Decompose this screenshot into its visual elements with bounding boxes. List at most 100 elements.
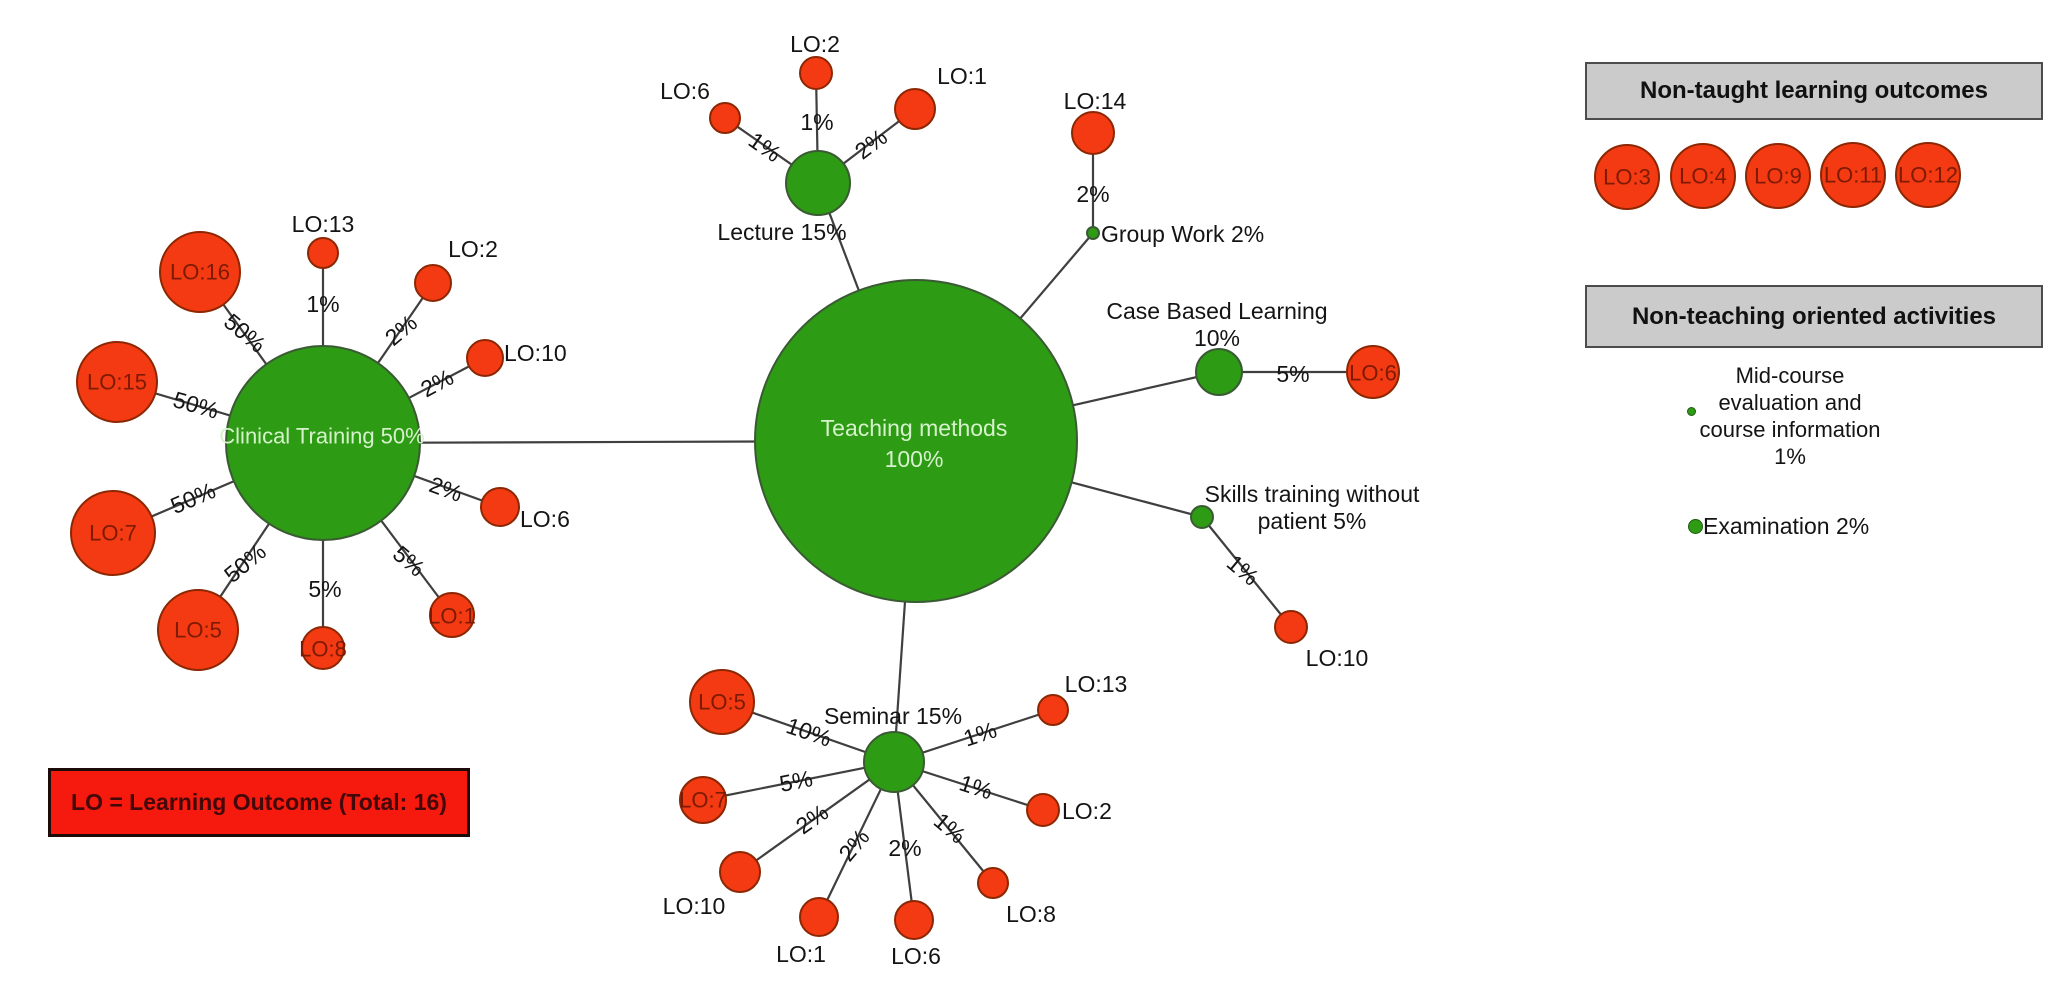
label-c_lo6: LO:6 bbox=[520, 506, 570, 532]
node-p_lo12-outcome-circle bbox=[1895, 142, 1961, 208]
edge-label-seminar-se_lo7: 5% bbox=[777, 765, 815, 797]
mid-course-line-3: course information bbox=[1699, 417, 1881, 442]
node-c_lo13-outcome-circle bbox=[307, 237, 339, 269]
node-cbl-method-circle bbox=[1195, 348, 1243, 396]
label-cbl-line-1: Case Based Learning bbox=[1106, 298, 1327, 324]
label-cb_lo6: LO:6 bbox=[1349, 361, 1397, 386]
label-skills-line-1: Skills training without bbox=[1205, 481, 1420, 507]
node-c_lo1-outcome-circle bbox=[429, 592, 475, 638]
label-se_lo6: LO:6 bbox=[891, 943, 941, 969]
label-se_lo10: LO:10 bbox=[663, 893, 726, 919]
edge-label-seminar-se_lo6: 2% bbox=[888, 835, 921, 861]
edge-label-lecture-l_lo2: 1% bbox=[800, 109, 833, 135]
non-teaching-activities-title: Non-teaching oriented activities bbox=[1631, 302, 1997, 330]
edge-label-clinical-c_lo15: 50% bbox=[170, 386, 221, 424]
edge-label-clinical-c_lo10: 2% bbox=[416, 364, 458, 403]
node-se_lo1-outcome-circle bbox=[799, 897, 839, 937]
label-lecture: Lecture 15% bbox=[717, 219, 846, 245]
node-se_lo13-outcome-circle bbox=[1037, 694, 1069, 726]
mid-course-dot-icon bbox=[1687, 407, 1696, 416]
label-c_lo15: LO:15 bbox=[87, 370, 147, 395]
edge-label-seminar-se_lo1: 2% bbox=[833, 824, 874, 866]
legend-label: LO = Learning Outcome (Total: 16) bbox=[71, 789, 447, 815]
mid-course-line-2: evaluation and bbox=[1718, 390, 1862, 415]
node-p_lo3-outcome-circle bbox=[1594, 144, 1660, 210]
label-clinical: Clinical Training 50% bbox=[219, 424, 424, 449]
node-lecture-method-circle bbox=[785, 150, 851, 216]
non-taught-outcomes-title: Non-taught learning outcomes bbox=[1640, 77, 1988, 104]
edge-seminar-se_lo7 bbox=[702, 760, 895, 802]
examination-dot-icon bbox=[1688, 519, 1703, 534]
node-c_lo15-outcome-circle bbox=[76, 341, 158, 423]
label-skills-line-2: patient 5% bbox=[1258, 508, 1367, 534]
label-p_lo9: LO:9 bbox=[1754, 164, 1802, 189]
node-c_lo2-outcome-circle bbox=[414, 264, 452, 302]
mid-course-line-4: 1% bbox=[1774, 444, 1806, 469]
node-cb_lo6-outcome-circle bbox=[1346, 345, 1400, 399]
label-teaching-line-1: Teaching methods bbox=[821, 415, 1008, 441]
node-se_lo10-outcome-circle bbox=[719, 851, 761, 893]
label-p_lo3: LO:3 bbox=[1603, 165, 1651, 190]
edge-label-seminar-se_lo10: 2% bbox=[791, 799, 833, 839]
label-seminar: Seminar 15% bbox=[824, 703, 962, 729]
node-c_lo7-outcome-circle bbox=[70, 490, 156, 576]
label-c_lo7: LO:7 bbox=[89, 521, 137, 546]
label-se_lo1: LO:1 bbox=[776, 941, 826, 967]
edge-label-clinical-c_lo2: 2% bbox=[380, 309, 422, 350]
edge-label-lecture-l_lo6: 1% bbox=[744, 127, 786, 167]
node-se_lo2-outcome-circle bbox=[1026, 793, 1060, 827]
node-c_lo6-outcome-circle bbox=[480, 487, 520, 527]
label-l_lo1: LO:1 bbox=[937, 63, 987, 89]
label-se_lo7: LO:7 bbox=[679, 788, 727, 813]
node-se_lo6-outcome-circle bbox=[894, 900, 934, 940]
label-g_lo14: LO:14 bbox=[1064, 88, 1127, 114]
label-teaching-line-2: 100% bbox=[885, 446, 944, 472]
node-c_lo10-outcome-circle bbox=[466, 339, 504, 377]
label-l_lo6: LO:6 bbox=[660, 78, 710, 104]
node-se_lo8-outcome-circle bbox=[977, 867, 1009, 899]
label-se_lo13: LO:13 bbox=[1065, 671, 1128, 697]
label-s_lo10: LO:10 bbox=[1306, 645, 1369, 671]
node-l_lo2-outcome-circle bbox=[799, 56, 833, 90]
non-taught-outcomes-header: Non-taught learning outcomes bbox=[1585, 62, 2043, 120]
node-se_lo5-outcome-circle bbox=[689, 669, 755, 735]
non-teaching-activities-header: Non-teaching oriented activities bbox=[1585, 285, 2043, 348]
label-l_lo2: LO:2 bbox=[790, 31, 840, 57]
edge-label-clinical-c_lo5: 50% bbox=[219, 538, 271, 588]
label-c_lo5: LO:5 bbox=[174, 618, 222, 643]
node-groupwork-method-circle bbox=[1086, 226, 1100, 240]
label-p_lo4: LO:4 bbox=[1679, 164, 1727, 189]
label-se_lo2: LO:2 bbox=[1062, 798, 1112, 824]
label-c_lo10: LO:10 bbox=[504, 340, 567, 366]
edge-label-clinical-c_lo8: 5% bbox=[308, 576, 341, 602]
label-p_lo12: LO:12 bbox=[1898, 163, 1958, 188]
node-c_lo16-outcome-circle bbox=[159, 231, 241, 313]
label-c_lo1: LO:1 bbox=[428, 604, 476, 629]
edge-label-lecture-l_lo1: 2% bbox=[850, 124, 892, 165]
node-p_lo4-outcome-circle bbox=[1670, 143, 1736, 209]
node-c_lo5-outcome-circle bbox=[157, 589, 239, 671]
node-c_lo8-outcome-circle bbox=[301, 626, 345, 670]
mid-course-evaluation-label: Mid-course evaluation and course informa… bbox=[1640, 362, 1940, 470]
label-c_lo16: LO:16 bbox=[170, 260, 230, 285]
edge-label-cbl-cb_lo6: 5% bbox=[1276, 361, 1309, 387]
mid-course-line-1: Mid-course bbox=[1735, 363, 1845, 388]
edge-label-clinical-c_lo16: 50% bbox=[219, 308, 271, 358]
label-groupwork: Group Work 2% bbox=[1101, 221, 1264, 247]
edge-label-clinical-c_lo13: 1% bbox=[306, 291, 339, 317]
node-l_lo6-outcome-circle bbox=[709, 102, 741, 134]
edge-label-clinical-c_lo7: 50% bbox=[167, 477, 220, 519]
node-s_lo10-outcome-circle bbox=[1274, 610, 1308, 644]
node-g_lo14-outcome-circle bbox=[1071, 111, 1115, 155]
edge-label-clinical-c_lo1: 5% bbox=[388, 540, 430, 581]
edge-label-groupwork-g_lo14: 2% bbox=[1076, 181, 1109, 207]
edge-seminar-se_lo10 bbox=[739, 761, 895, 873]
label-se_lo5: LO:5 bbox=[698, 690, 746, 715]
edge-skills-s_lo10 bbox=[1201, 516, 1292, 628]
legend-box: LO = Learning Outcome (Total: 16) bbox=[48, 768, 470, 837]
label-c_lo8: LO:8 bbox=[299, 637, 347, 662]
label-p_lo11: LO:11 bbox=[1824, 163, 1882, 188]
edge-label-seminar-se_lo13: 1% bbox=[960, 716, 1000, 751]
